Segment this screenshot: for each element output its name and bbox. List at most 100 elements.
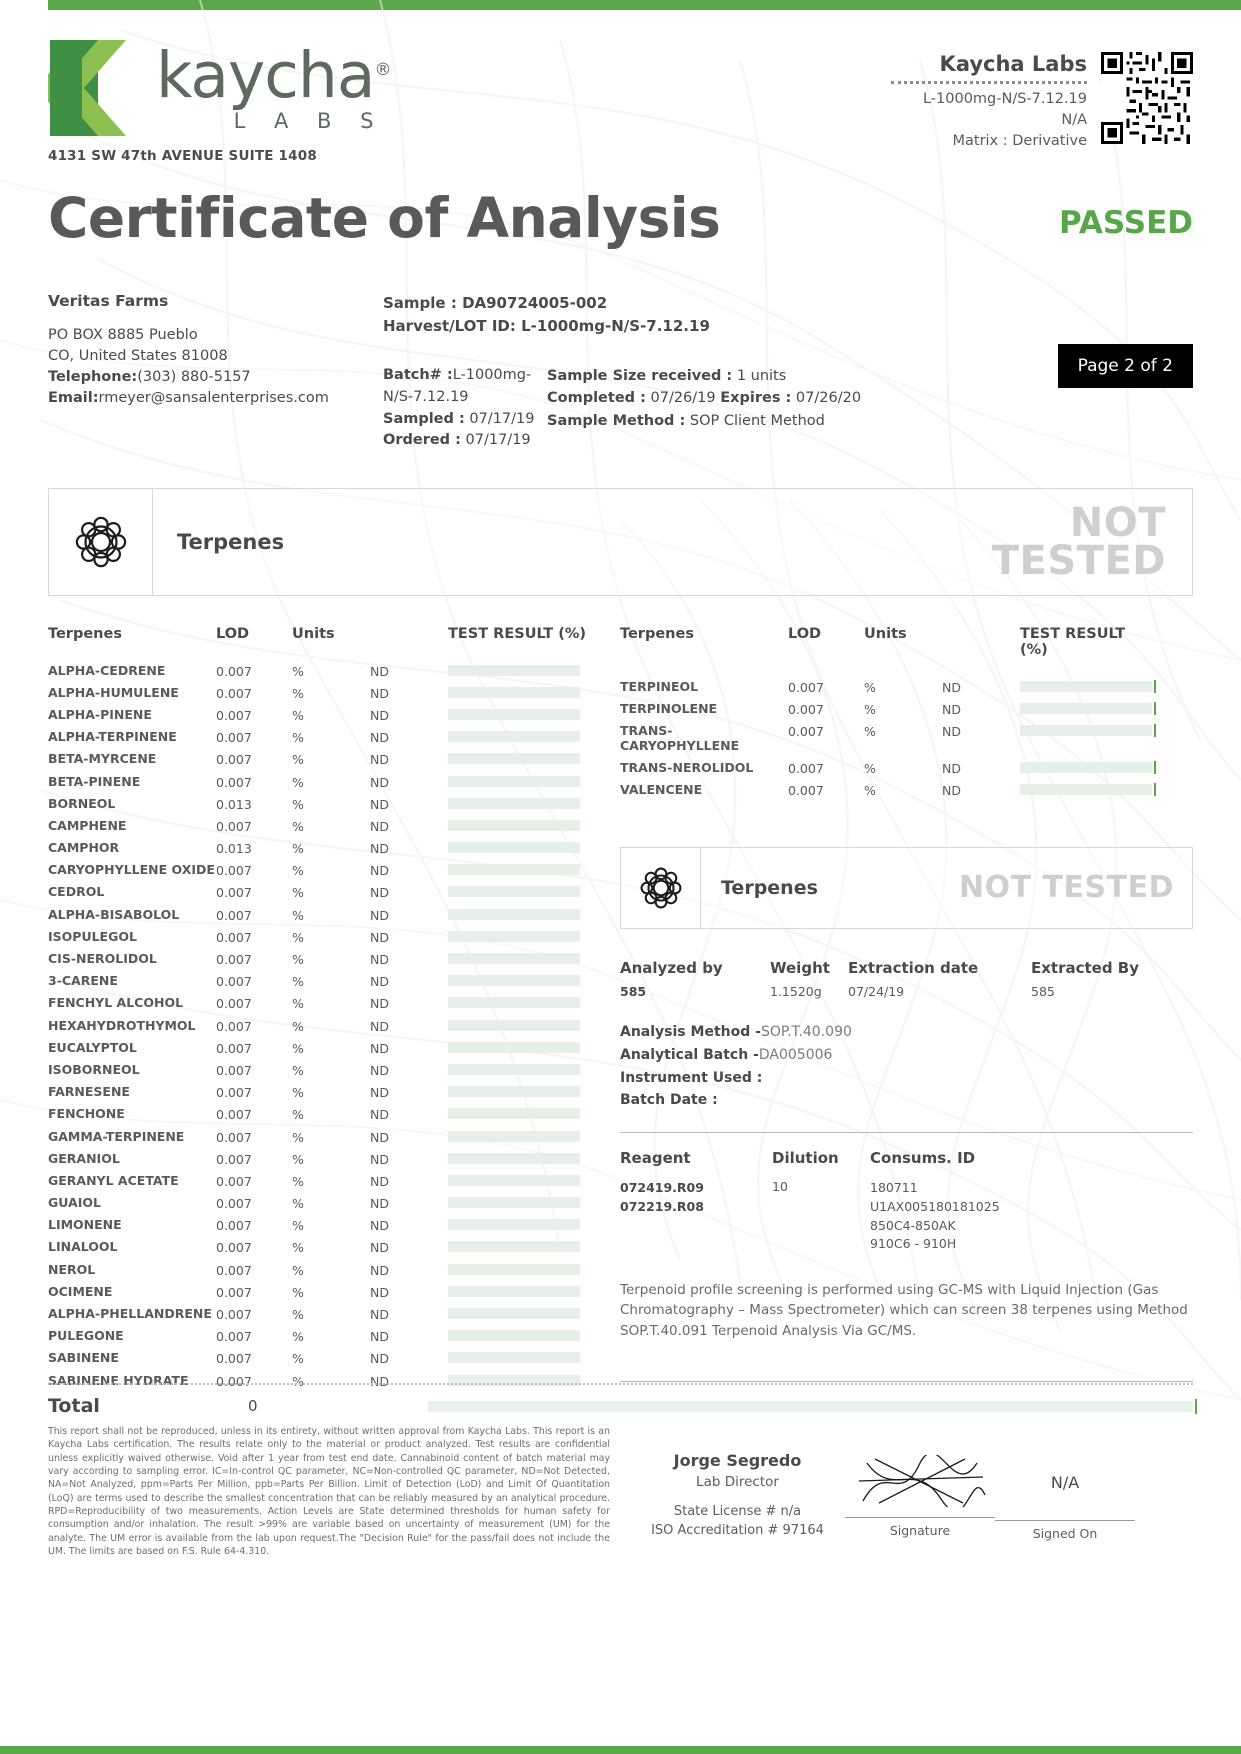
terpene-lod: 0.007	[216, 1107, 252, 1123]
terpene-lod: 0.007	[788, 782, 824, 798]
terpene-name: CAMPHENE	[48, 817, 127, 833]
terpene-lod: 0.007	[216, 885, 252, 901]
brand-labs-word: L A B S	[233, 108, 385, 133]
terpene-lod: 0.007	[788, 723, 824, 739]
state-license: State License # n/a	[673, 1504, 802, 1519]
terpene-units: %	[292, 907, 304, 923]
terpene-units: %	[292, 1262, 304, 1278]
method-block: Analysis Method -SOP.T.40.090 Analytical…	[620, 1021, 1193, 1112]
sampled-label: Sampled :	[383, 410, 465, 427]
terpene-lod: 0.007	[216, 1151, 252, 1167]
terpene-lod: 0.007	[216, 1262, 252, 1278]
terpene-bar-cell	[448, 1281, 620, 1303]
total-bar-tick	[1195, 1398, 1197, 1414]
header-lot-code: L-1000mg-N/S-7.12.19	[922, 91, 1087, 107]
terpene-bar-cell	[448, 660, 620, 682]
kaycha-chevron-icon	[48, 38, 152, 138]
terpene-name: CARYOPHYLLENE OXIDE	[48, 862, 215, 878]
table-row: GERANIOL 0.007% ND	[48, 1148, 620, 1170]
terpene-lod: 0.007	[216, 663, 252, 679]
terpene-units: %	[292, 1018, 304, 1034]
terpene-units: %	[292, 1240, 304, 1256]
client-name: Veritas Farms	[48, 292, 169, 310]
terpene-units: %	[292, 1040, 304, 1056]
terpene-bar-cell	[1020, 720, 1193, 757]
terpene-result: ND	[370, 907, 389, 923]
terpene-bar-cell	[448, 727, 620, 749]
terpene-bar-cell	[448, 682, 620, 704]
terpene-lod: 0.007	[788, 701, 824, 717]
terpene-name: CIS-NEROLIDOL	[48, 951, 157, 967]
table-row: GAMMA-TERPINENE 0.007% ND	[48, 1126, 620, 1148]
table-row: PULEGONE 0.007% ND	[48, 1326, 620, 1348]
terpene-lod: 0.007	[216, 730, 252, 746]
terpene-name: TERPINOLENE	[620, 700, 718, 716]
disclaimer-text: This report shall not be reproduced, unl…	[48, 1426, 610, 1558]
total-row: Total 0	[48, 1395, 1197, 1417]
header-matrix: Matrix : Derivative	[952, 133, 1087, 150]
table-row: EUCALYPTOL 0.007% ND	[48, 1037, 620, 1059]
table-row: TERPINEOL 0.007% ND	[620, 676, 1193, 698]
terpene-result: ND	[370, 752, 389, 768]
terpene-result: ND	[370, 730, 389, 746]
analyzed-by-value: 585	[620, 984, 647, 1000]
title-row: Certificate of Analysis PASSED	[48, 186, 1193, 250]
col-terpenes: Terpenes	[48, 626, 122, 642]
brand-wordmark: kaycha®	[156, 38, 391, 112]
terpene-lod: 0.007	[216, 929, 252, 945]
col-test-result-l2: (%)	[1020, 642, 1048, 658]
terpene-lod: 0.007	[216, 1040, 252, 1056]
terpenes-table-right-col: Terpenes LOD Units TEST RESULT (%) TERPI…	[620, 626, 1193, 1392]
terpene-bar-cell	[448, 1015, 620, 1037]
terpene-flower-icon	[49, 489, 153, 595]
banner-status: NOT TESTED	[992, 489, 1192, 595]
terpene-result: ND	[370, 1040, 389, 1056]
terpene-units: %	[292, 1107, 304, 1123]
terpene-units: %	[292, 1085, 304, 1101]
table-row: LIMONENE 0.007% ND	[48, 1215, 620, 1237]
terpene-units: %	[292, 730, 304, 746]
client-email[interactable]: rmeyer@sansalenterprises.com	[98, 390, 329, 407]
page-title: Certificate of Analysis	[48, 186, 721, 250]
terpene-bar-cell	[1020, 757, 1193, 779]
terpene-result: ND	[370, 1173, 389, 1189]
extracted-by-value: 585	[1031, 984, 1055, 1000]
terpene-result: ND	[370, 841, 389, 857]
table-row: CIS-NEROLIDOL 0.007% ND	[48, 948, 620, 970]
table-row: BETA-MYRCENE 0.007% ND	[48, 749, 620, 771]
extracted-by-label: Extracted By	[1031, 959, 1140, 978]
consums-item: 850C4-850AK	[870, 1217, 956, 1233]
consums-item: U1AX005180181025	[870, 1198, 1000, 1214]
col-lod: LOD	[216, 626, 250, 642]
terpene-result: ND	[370, 1107, 389, 1123]
terpene-bar-cell	[448, 904, 620, 926]
sample-id: DA90724005-002	[462, 294, 608, 312]
terpene-name: ALPHA-PHELLANDRENE	[48, 1306, 212, 1322]
terpene-name: BORNEOL	[48, 795, 116, 811]
terpene-result: ND	[370, 1307, 389, 1323]
terpene-units: %	[292, 1218, 304, 1234]
client-address-1: PO BOX 8885 Pueblo	[48, 327, 198, 343]
table-row: CAMPHENE 0.007% ND	[48, 815, 620, 837]
reagent-item: 072419.R09	[620, 1180, 704, 1196]
col-test-result-l1: TEST RESULT	[1020, 626, 1126, 642]
instrument-used-label: Instrument Used :	[620, 1069, 763, 1086]
banner-status: NOT TESTED	[959, 870, 1174, 906]
terpene-name: FARNESENE	[48, 1084, 130, 1100]
table-row: ALPHA-PINENE 0.007% ND	[48, 704, 620, 726]
analysis-meta: Analyzed by Weight Extraction date Extra…	[620, 959, 1193, 1382]
terpene-result: ND	[370, 818, 389, 834]
col-units: Units	[864, 626, 907, 642]
terpene-result: ND	[370, 1062, 389, 1078]
terpene-lod: 0.007	[788, 760, 824, 776]
terpene-name: TRANS-NEROLIDOL	[620, 759, 754, 775]
terpene-bar-cell	[1020, 698, 1193, 720]
terpene-result: ND	[370, 796, 389, 812]
terpene-lod: 0.007	[216, 907, 252, 923]
col-consums-id: Consums. ID	[870, 1149, 976, 1168]
analyzed-by-label: Analyzed by	[620, 959, 723, 978]
terpene-units: %	[864, 679, 876, 695]
terpene-name: GERANIOL	[48, 1150, 120, 1166]
qr-code[interactable]	[1101, 52, 1193, 144]
